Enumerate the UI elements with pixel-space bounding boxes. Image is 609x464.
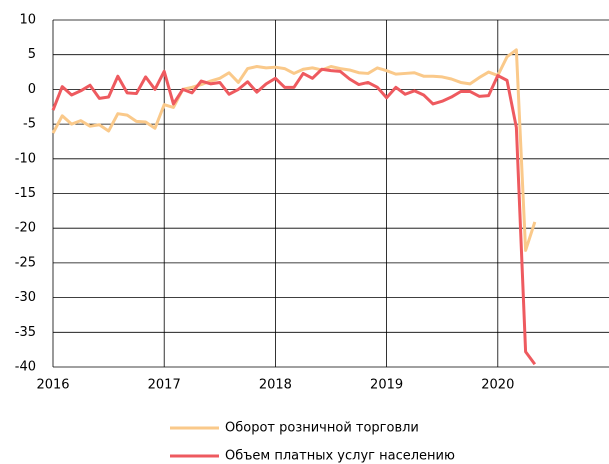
legend-label: Объем платных услуг населению [225,449,455,464]
legend-label: Оборот розничной торговли [225,421,419,436]
y-tick-label: -20 [15,221,36,236]
x-tick-label: 2017 [148,378,181,393]
y-tick-label: -10 [15,151,36,166]
y-tick-label: -15 [15,186,36,201]
series-line [51,48,537,252]
y-tick-label: 10 [19,13,36,28]
series-line [51,67,537,366]
y-tick-label: -35 [15,325,36,340]
y-tick-label: -5 [23,117,36,132]
x-tick-label: 2018 [259,378,292,393]
y-tick-label: -40 [15,360,36,375]
y-tick-label: 0 [28,82,36,97]
x-tick-label: 2016 [36,378,69,393]
y-tick-label: -30 [15,290,36,305]
x-tick-label: 2020 [481,378,514,393]
y-tick-label: 5 [28,47,36,62]
x-tick-label: 2019 [370,378,403,393]
y-tick-label: -25 [15,255,36,270]
